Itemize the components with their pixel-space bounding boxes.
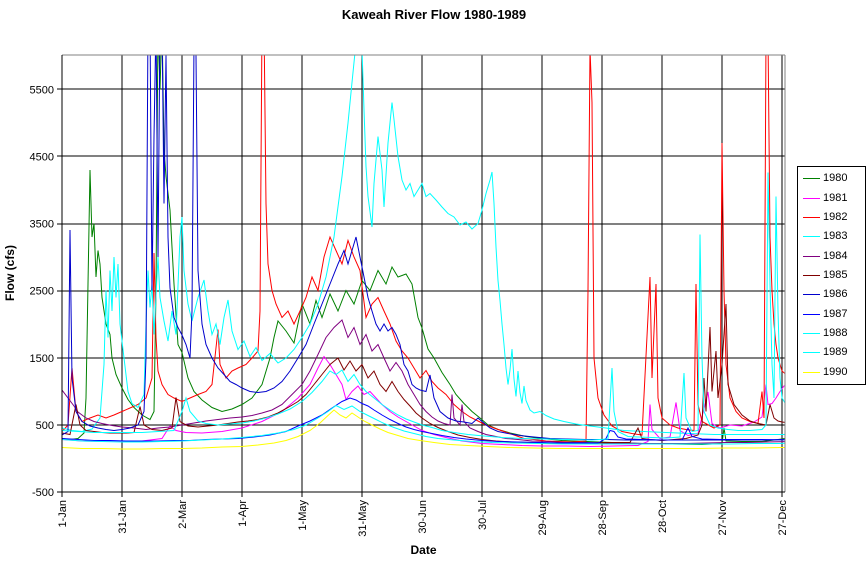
x-axis-title: Date bbox=[410, 543, 437, 557]
legend-item-1980[interactable]: 1980 bbox=[798, 173, 865, 184]
y-tick-label-3500: 3500 bbox=[30, 219, 54, 231]
legend-swatch-1986 bbox=[803, 294, 820, 296]
legend-label-1987: 1987 bbox=[823, 307, 848, 320]
x-tick-label-1-Jan: 1-Jan bbox=[57, 500, 69, 528]
legend-label-1984: 1984 bbox=[823, 249, 848, 262]
chart-title: Kaweah River Flow 1980-1989 bbox=[341, 7, 527, 22]
x-tick-label-31-May: 31-May bbox=[357, 500, 369, 537]
legend-swatch-1983 bbox=[803, 236, 820, 238]
legend-swatch-1982 bbox=[803, 216, 820, 218]
x-tick-label-28-Oct: 28-Oct bbox=[657, 500, 669, 533]
series-line-1980[interactable] bbox=[62, 22, 790, 446]
legend[interactable]: 1980 1981 1982 1983 1984 1985 1986 1987 1988 1989… bbox=[797, 166, 866, 385]
y-tick-label-500: 500 bbox=[36, 420, 54, 432]
legend-item-1988[interactable]: 1988 bbox=[798, 328, 865, 339]
legend-label-1990: 1990 bbox=[823, 365, 848, 378]
legend-label-1989: 1989 bbox=[823, 346, 848, 359]
legend-swatch-1980 bbox=[803, 178, 820, 180]
y-tick-label-1500: 1500 bbox=[30, 353, 54, 365]
x-tick-label-27-Nov: 27-Nov bbox=[717, 500, 729, 536]
x-tick-label-30-Jul: 30-Jul bbox=[477, 500, 489, 530]
series-line-1984[interactable] bbox=[62, 319, 790, 444]
y-tick-label-5500: 5500 bbox=[30, 84, 54, 96]
legend-label-1980: 1980 bbox=[823, 172, 848, 185]
series-line-1989[interactable] bbox=[62, 172, 790, 441]
x-tick-label-1-May: 1-May bbox=[297, 500, 309, 531]
legend-item-1984[interactable]: 1984 bbox=[798, 249, 865, 262]
legend-label-1986: 1986 bbox=[823, 288, 848, 301]
legend-item-1982[interactable]: 1982 bbox=[798, 210, 865, 223]
legend-label-1982: 1982 bbox=[823, 210, 848, 223]
legend-swatch-1984 bbox=[803, 255, 820, 257]
legend-label-1981: 1981 bbox=[823, 191, 848, 204]
legend-item-1990[interactable]: 1990 bbox=[798, 365, 865, 378]
legend-swatch-1987 bbox=[803, 313, 820, 315]
legend-item-1981[interactable]: 1981 bbox=[798, 191, 865, 204]
legend-item-1985[interactable]: 1985 bbox=[798, 268, 865, 281]
legend-swatch-1988 bbox=[803, 333, 820, 335]
x-tick-label-30-Jun: 30-Jun bbox=[417, 500, 429, 534]
x-tick-label-2-Mar: 2-Mar bbox=[177, 500, 189, 529]
legend-label-1985: 1985 bbox=[823, 268, 848, 281]
x-tick-label-29-Aug: 29-Aug bbox=[537, 500, 549, 535]
legend-swatch-1990 bbox=[803, 371, 820, 373]
x-tick-label-28-Sep: 28-Sep bbox=[597, 500, 609, 535]
y-tick-label-2500: 2500 bbox=[30, 286, 54, 298]
legend-item-1983[interactable]: 1983 bbox=[798, 231, 865, 242]
legend-item-1987[interactable]: 1987 bbox=[798, 307, 865, 320]
series-line-1982[interactable] bbox=[62, 22, 790, 443]
series-line-1988[interactable] bbox=[62, 404, 790, 445]
legend-item-1986[interactable]: 1986 bbox=[798, 289, 865, 300]
series-line-1990[interactable] bbox=[62, 409, 790, 450]
x-tick-label-27-Dec: 27-Dec bbox=[777, 500, 789, 536]
legend-item-1989[interactable]: 1989 bbox=[798, 347, 865, 358]
legend-swatch-1981 bbox=[803, 197, 820, 199]
series-line-1985[interactable] bbox=[62, 303, 790, 444]
x-tick-label-1-Apr: 1-Apr bbox=[237, 500, 249, 527]
y-tick-label-4500: 4500 bbox=[30, 151, 54, 163]
legend-label-1988: 1988 bbox=[823, 327, 848, 340]
series-group bbox=[62, 22, 790, 450]
series-line-1983[interactable] bbox=[62, 32, 790, 435]
y-tick-label--500: -500 bbox=[32, 487, 54, 499]
legend-swatch-1985 bbox=[803, 274, 820, 276]
legend-swatch-1989 bbox=[803, 352, 820, 354]
legend-label-1983: 1983 bbox=[823, 230, 848, 243]
series-line-1986[interactable] bbox=[62, 22, 790, 441]
x-tick-label-31-Jan: 31-Jan bbox=[117, 500, 129, 534]
